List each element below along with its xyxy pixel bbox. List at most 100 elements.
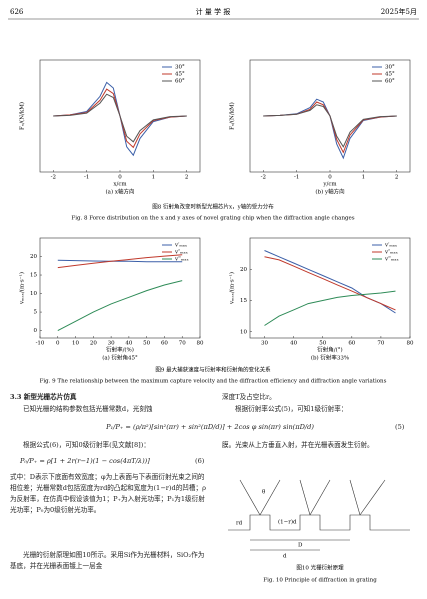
y-tick-label: 0	[34, 328, 38, 334]
equation-number: (5)	[395, 423, 405, 431]
legend-label: v‴ₘₐₓ	[384, 257, 399, 263]
caption: Fig. 10 Principle of diffraction in grat…	[263, 578, 377, 584]
x-tick-label: 50	[319, 341, 326, 347]
x-tick-label: -1	[294, 175, 299, 181]
x-tick-label: 2	[185, 175, 189, 181]
ray	[359, 479, 386, 516]
x-tick-label: -10	[36, 341, 45, 347]
ray	[349, 479, 361, 516]
fig-label: rd	[236, 521, 243, 527]
x-tick-label: 0	[328, 175, 332, 181]
panel-label: (a) 衍射角45°	[102, 354, 138, 362]
x-axis-label: y/cm	[322, 182, 337, 188]
fig-label: θ	[262, 490, 266, 496]
data-line	[263, 98, 397, 160]
x-tick-label: 20	[90, 341, 97, 347]
paragraph: 式中：D表示下底面有效宽度；φ为上表面与下表面衍射光束之间的相位差；光栅常数d包…	[10, 473, 206, 514]
y-tick-label: 10	[30, 291, 37, 297]
x-axis-label: x/cm	[113, 182, 127, 188]
x-tick-label: 30	[108, 341, 115, 347]
y-tick-label: 10	[240, 329, 247, 335]
legend-label: v′ₘₐₓ	[174, 243, 188, 249]
paragraph: 已知光栅的结构参数包括光栅常数d，光刻蚀	[23, 405, 153, 413]
x-tick-label: 50	[143, 341, 150, 347]
x-tick-label: 0	[56, 341, 60, 347]
grating-diagram	[228, 479, 410, 551]
y-tick-label: 20	[240, 267, 247, 273]
legend-label: v″ₘₐₓ	[384, 250, 399, 256]
panel-label: (a) x轴方向	[106, 188, 135, 196]
legend-label: 30°	[385, 65, 395, 71]
y-tick-label: 15	[30, 273, 37, 279]
paragraph: 根据公式(6)，可知0级衍射率(见文献[8])：	[23, 441, 150, 449]
x-tick-label: 70	[179, 341, 186, 347]
caption: Fig. 8 Force distribution on the x and y…	[71, 216, 354, 222]
fig-label: D	[298, 543, 303, 549]
y-tick-label: 15	[240, 298, 247, 304]
y-tick-label: 20	[30, 254, 37, 260]
legend-label: v′ₘₐₓ	[384, 243, 398, 249]
data-line	[264, 256, 396, 311]
x-tick-label: 40	[125, 341, 132, 347]
x-tick-label: -2	[51, 175, 56, 181]
legend-label: 60°	[385, 79, 395, 85]
x-tick-label: 60	[161, 341, 168, 347]
plot-frame	[249, 237, 411, 339]
x-tick-label: 80	[407, 341, 414, 347]
section-heading: 3.3 新型光栅芯片仿真	[10, 393, 77, 401]
caption: 图8 衍射角改变时新型光栅芯片x，y轴的受力分布	[152, 203, 274, 211]
panel-label: (b) 衍射率33%	[311, 354, 349, 362]
x-tick-label: 70	[377, 341, 384, 347]
equation: P₀/P₊ = ρ[1 + 2r(r−1)(1 − cos(4πT/λ))]	[20, 457, 150, 465]
x-tick-label: 30	[261, 341, 268, 347]
legend-label: v‴ₘₐₓ	[174, 257, 189, 263]
ray	[309, 479, 331, 516]
fig-label: d	[283, 554, 287, 560]
x-tick-label: 1	[152, 175, 156, 181]
caption: 图10 光栅衍射原理	[296, 564, 344, 572]
ray	[239, 479, 261, 516]
ray	[259, 479, 281, 516]
date: 2025年5月	[381, 7, 417, 16]
y-axis-label: Fᵧ/(N/kM)	[229, 102, 236, 130]
x-tick-label: 40	[290, 341, 297, 347]
data-line	[263, 101, 397, 154]
plot-frame	[39, 237, 201, 339]
equation: P₁/P₊ = (ρ/π²)[sin²(πr) + sin²(πD/d)] + …	[106, 423, 314, 431]
ray	[299, 479, 311, 516]
y-tick-label: 5	[34, 310, 38, 316]
x-tick-label: 1	[362, 175, 366, 181]
x-tick-label: -1	[84, 175, 89, 181]
caption: Fig. 9 The relationship between the maxi…	[40, 379, 387, 385]
x-tick-label: 0	[118, 175, 122, 181]
legend-label: v″ₘₐₓ	[174, 250, 189, 256]
paragraph: 膜。光束从上方垂直入射，并在光栅表面发生衍射。	[222, 441, 374, 449]
data-line	[53, 93, 187, 143]
y-axis-label: vₘₐₓ/(m·s⁻¹)	[19, 272, 26, 305]
data-line	[57, 280, 183, 332]
equation-number: (6)	[195, 457, 205, 465]
y-axis-label: Fₓ/(N/kM)	[19, 102, 26, 130]
x-axis-label: 衍射率/(%)	[106, 346, 134, 354]
data-line	[264, 290, 396, 326]
y-axis-label: vₘₐₓ/(m·s⁻¹)	[229, 272, 236, 305]
x-tick-label: 10	[72, 341, 79, 347]
x-tick-label: -2	[261, 175, 266, 181]
journal: 计 量 学 报	[196, 7, 231, 16]
paragraph: 光栅的衍射原理如图10所示。采用Si作为光栅材料，SiO₂作为基底，并在光栅表面…	[10, 551, 205, 570]
x-tick-label: 60	[348, 341, 355, 347]
panel-label: (b) y轴方向	[315, 188, 344, 196]
paragraph: 深度T及占空比r。	[222, 393, 276, 401]
data-line	[57, 254, 183, 269]
data-line	[53, 81, 187, 157]
x-tick-label: 2	[395, 175, 399, 181]
x-tick-label: 80	[197, 341, 204, 347]
legend-label: 60°	[175, 79, 185, 85]
data-line	[57, 259, 183, 263]
paragraph: 根据衍射率公式(5)，可知1级衍射率：	[235, 405, 348, 413]
x-axis-label: 衍射角/(°)	[317, 346, 342, 354]
data-line	[263, 104, 397, 148]
legend-label: 30°	[175, 65, 185, 71]
